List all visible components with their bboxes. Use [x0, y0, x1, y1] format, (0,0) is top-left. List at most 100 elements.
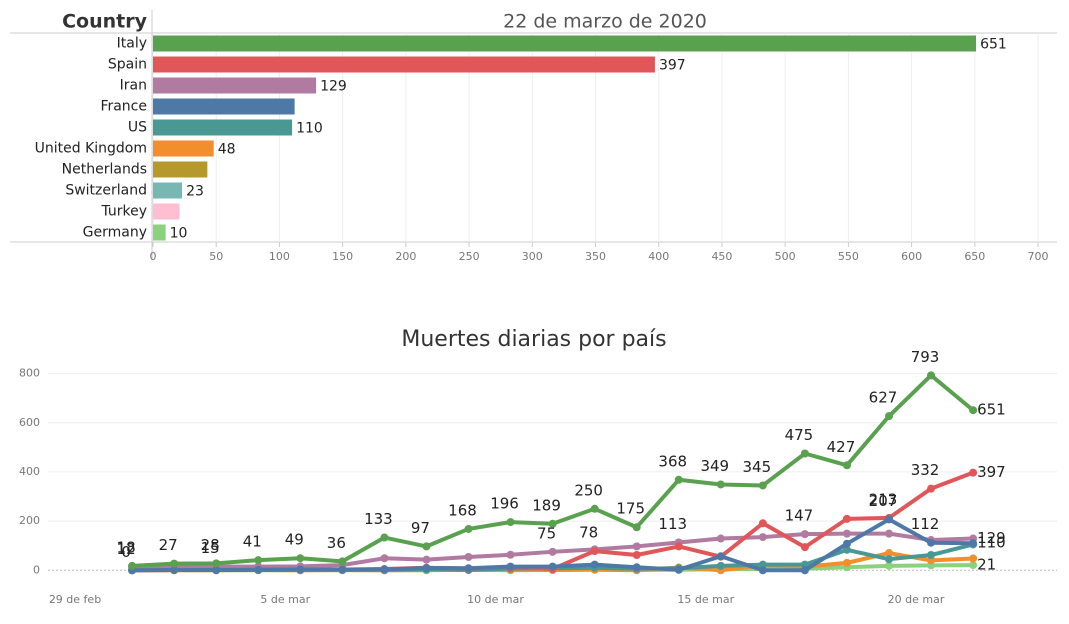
point [296, 565, 305, 574]
point [632, 563, 641, 572]
point [969, 554, 978, 563]
point [506, 550, 515, 559]
point [632, 542, 641, 551]
point [422, 555, 431, 564]
chart-title: Muertes diarias por país [401, 327, 666, 352]
category-label: United Kingdom [35, 141, 147, 157]
x-tick-label: 29 de feb [49, 593, 101, 606]
x-tick-label: 300 [522, 250, 543, 263]
point [548, 562, 557, 571]
point [842, 461, 851, 470]
category-label: Spain [108, 57, 147, 73]
data-label: 10 [170, 226, 188, 242]
point [800, 566, 809, 575]
data-label: 48 [218, 142, 236, 158]
x-tick-label: 200 [395, 250, 416, 263]
point [842, 558, 851, 567]
data-label: 0 [121, 543, 131, 561]
point [674, 565, 683, 574]
data-label: 345 [743, 458, 772, 476]
point [422, 542, 431, 551]
point [338, 565, 347, 574]
point [380, 533, 389, 542]
x-tick-label: 100 [269, 250, 290, 263]
data-label: 175 [616, 500, 645, 518]
point [548, 519, 557, 528]
point [380, 565, 389, 574]
data-label: 196 [490, 495, 519, 513]
point [800, 560, 809, 569]
point [885, 549, 893, 558]
category-label: Italy [117, 36, 147, 52]
x-tick-label: 600 [901, 250, 922, 263]
point [716, 480, 725, 489]
point [632, 551, 641, 560]
x-tick-label: 550 [838, 250, 859, 263]
data-label: 651 [980, 37, 1007, 53]
point [464, 552, 473, 561]
x-tick-label: 20 de mar [888, 593, 945, 606]
data-label: 112 [911, 515, 940, 533]
point [254, 556, 263, 565]
data-label: 349 [700, 457, 729, 475]
x-tick-label: 450 [711, 250, 732, 263]
data-label: 78 [579, 524, 598, 542]
chart-title: 22 de marzo de 2020 [503, 11, 707, 33]
point [758, 560, 767, 569]
point [885, 412, 893, 421]
point [927, 484, 936, 493]
point [296, 554, 305, 563]
x-tick-label: 150 [332, 250, 353, 263]
x-tick-label: 250 [459, 250, 480, 263]
data-label: 368 [658, 452, 687, 470]
point [422, 564, 431, 573]
point [758, 533, 767, 542]
data-label: 21 [977, 556, 996, 574]
data-label: 110 [296, 121, 323, 137]
data-label: 207 [869, 492, 898, 510]
data-label: 133 [364, 510, 393, 528]
x-tick-label: 650 [964, 250, 985, 263]
data-label: 12 [117, 540, 136, 558]
point [800, 449, 809, 458]
point [969, 406, 978, 415]
data-label: 213 [869, 490, 898, 508]
bar [153, 35, 977, 52]
data-label: 15 [201, 539, 220, 557]
point [548, 547, 557, 556]
x-tick-label: 50 [209, 250, 223, 263]
y-tick-label: 600 [19, 416, 40, 429]
data-label: 427 [827, 438, 856, 456]
x-tick-label: 5 de mar [260, 593, 310, 606]
point [842, 514, 851, 523]
point [212, 566, 221, 575]
data-label: 147 [785, 507, 814, 525]
category-label: Iran [120, 78, 147, 94]
x-tick-label: 400 [648, 250, 669, 263]
data-label: 27 [159, 536, 178, 554]
point [842, 539, 851, 548]
data-label: 75 [537, 524, 556, 542]
data-label: 23 [186, 184, 204, 200]
category-label: France [100, 99, 147, 115]
axis-title: Country [62, 11, 148, 33]
point [464, 564, 473, 573]
point [716, 534, 725, 543]
x-tick-label: 0 [150, 250, 157, 263]
point [758, 481, 767, 490]
point [170, 559, 179, 568]
point [969, 468, 978, 477]
data-label: 129 [320, 79, 347, 95]
bar [153, 98, 295, 115]
category-label: US [128, 120, 147, 136]
y-tick-label: 0 [33, 563, 40, 576]
point [464, 524, 473, 533]
bar [153, 203, 180, 220]
x-tick-label: 15 de mar [677, 593, 734, 606]
point [380, 554, 389, 563]
data-label: 41 [243, 533, 262, 551]
point [969, 561, 978, 570]
point [674, 475, 683, 484]
category-label: Germany [83, 225, 147, 241]
